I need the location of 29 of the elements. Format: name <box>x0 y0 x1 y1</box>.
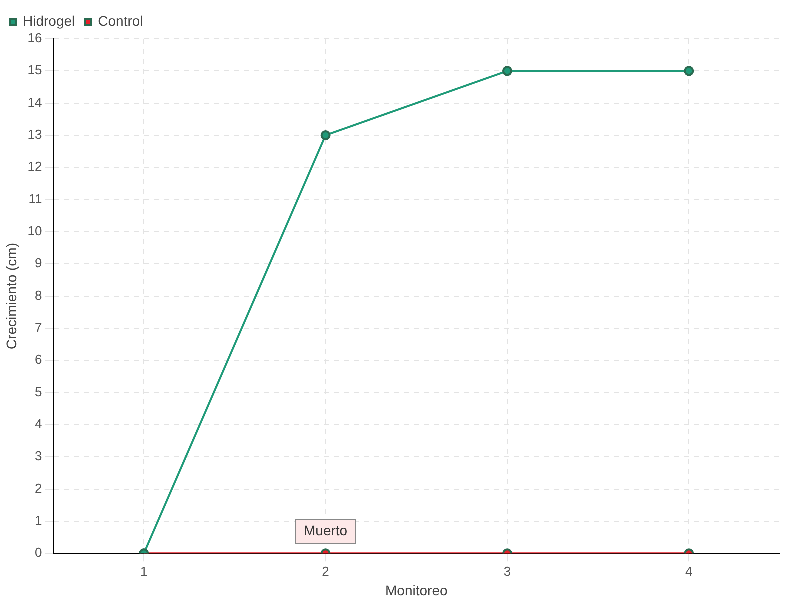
y-tick-label: 0 <box>35 545 42 560</box>
y-tick-label: 1 <box>35 513 42 528</box>
legend-label: Hidrogel <box>23 12 76 29</box>
y-tick-label: 4 <box>35 416 42 432</box>
y-tick-label: 3 <box>35 448 42 464</box>
y-tick-label: 8 <box>35 288 42 303</box>
x-tick-label: 2 <box>322 564 330 579</box>
y-tick-label: 12 <box>28 159 42 174</box>
y-tick-label: 10 <box>28 224 42 239</box>
y-tick-label: 2 <box>35 480 42 496</box>
point <box>684 66 694 76</box>
y-tick-label: 6 <box>35 352 42 368</box>
y-tick-label: 13 <box>28 127 42 142</box>
x-tick-label: 1 <box>140 564 148 579</box>
legend-label: Control <box>98 12 144 29</box>
y-axis-title: Crecimiento (cm) <box>3 243 20 350</box>
y-tick-label: 14 <box>28 94 42 110</box>
y-tick-label: 5 <box>35 384 42 400</box>
y-tick-label: 9 <box>35 256 42 271</box>
x-axis-title: Monitoreo <box>385 582 448 598</box>
y-tick-label: 16 <box>28 30 42 46</box>
x-tick-label: 3 <box>504 564 512 579</box>
y-tick-label: 11 <box>28 191 42 206</box>
y-tick-label: 15 <box>28 62 42 78</box>
annotation: Muerto <box>304 522 348 538</box>
point <box>320 130 331 140</box>
point <box>502 66 512 76</box>
y-tick-label: 7 <box>35 320 42 336</box>
x-tick-label: 4 <box>686 564 693 579</box>
